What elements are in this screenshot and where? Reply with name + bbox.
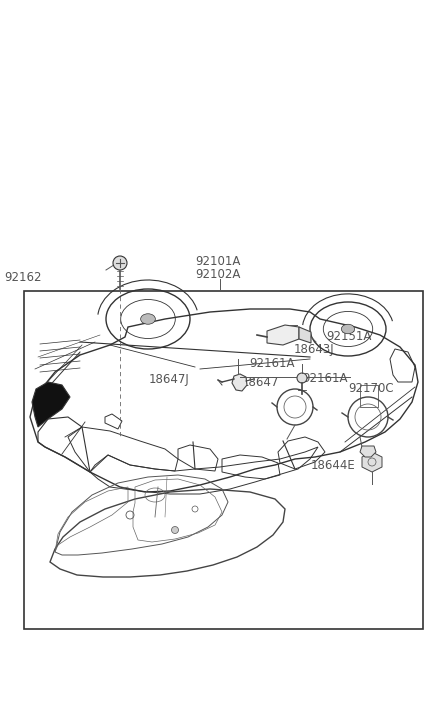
Text: 18647J: 18647J [149,373,190,386]
Text: 92162: 92162 [4,271,42,284]
Polygon shape [267,325,299,345]
Text: 92102A: 92102A [196,268,241,281]
Polygon shape [360,446,376,457]
Polygon shape [32,382,70,427]
Text: 18643J: 18643J [293,343,334,356]
Text: 18647: 18647 [242,376,279,389]
Polygon shape [232,374,247,391]
Bar [24,291,423,629]
Ellipse shape [141,314,155,324]
Ellipse shape [341,324,355,334]
Text: 92161A: 92161A [302,371,348,385]
Text: 18644E: 18644E [310,459,355,472]
Text: 92101A: 92101A [196,255,241,268]
Text: 92161A: 92161A [249,357,295,370]
Polygon shape [362,452,382,472]
Polygon shape [299,327,311,343]
Text: 92151A: 92151A [326,330,372,343]
Circle shape [297,373,307,383]
Circle shape [172,526,179,534]
Text: 92170C: 92170C [348,382,394,395]
Bar [360,385,378,407]
Circle shape [113,256,127,270]
